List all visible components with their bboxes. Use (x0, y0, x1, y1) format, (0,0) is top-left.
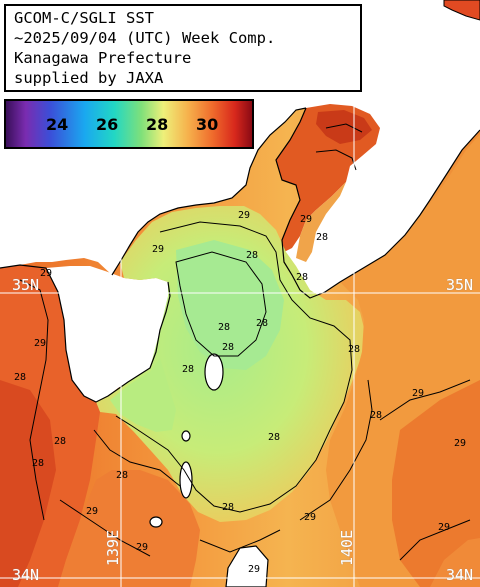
island-south-a (179, 461, 193, 499)
title-line-1: GCOM-C/SGLI SST (14, 9, 154, 27)
bay-warm-ne-core (316, 110, 372, 144)
island-ne-corner (443, 0, 480, 21)
island-se (430, 538, 480, 587)
contour-label: 28 (218, 322, 230, 333)
contour-label: 29 (454, 438, 466, 449)
contour-label: 28 (14, 372, 26, 383)
contour-label-group: 29 28 29 28 28 28 29 28 28 28 28 29 28 2… (14, 210, 466, 575)
title-line-3: Kanagawa Prefecture (14, 49, 192, 67)
title-box: GCOM-C/SGLI SST ~2025/09/04 (UTC) Week Co… (4, 4, 362, 92)
contour-label: 29 (412, 388, 424, 399)
contour-label: 29 (86, 506, 98, 517)
title-line-4: supplied by JAXA (14, 69, 164, 87)
land-west (46, 266, 170, 402)
island-south-b (181, 430, 191, 442)
contour-label: 29 (238, 210, 250, 221)
contour-label: 29 (136, 542, 148, 553)
island-bay (204, 353, 224, 391)
contour-label: 28 (182, 364, 194, 375)
contour-label: 28 (54, 436, 66, 447)
colorbar: 24 26 28 30 (4, 99, 254, 149)
contour-label: 29 (34, 338, 46, 349)
contour-label: 28 (32, 458, 44, 469)
contour-label: 29 (248, 564, 260, 575)
lat-label-35n-left: 35N (12, 276, 40, 294)
contour-label: 28 (348, 344, 360, 355)
coastlines (0, 107, 480, 403)
contour-label: 28 (222, 342, 234, 353)
lat-label-35n-right: 35N (446, 276, 474, 294)
contour-label: 29 (438, 522, 450, 533)
lon-label-140e: 140E (338, 529, 356, 566)
colorbar-tick: 26 (96, 115, 119, 134)
sea-east-deep (392, 380, 480, 587)
colorbar-tick: 28 (146, 115, 169, 134)
sea-west-hot (0, 380, 56, 587)
bay-cool-west (110, 358, 176, 432)
contour-label: 28 (116, 470, 128, 481)
contour-label: 29 (40, 268, 52, 279)
contour-label: 29 (152, 244, 164, 255)
bay-warm-strip (296, 182, 346, 262)
contour-label: 29 (300, 214, 312, 225)
contour-label: 28 (316, 232, 328, 243)
colorbar-tick: 30 (196, 115, 219, 134)
island-south-c (149, 516, 163, 528)
contour-label: 29 (304, 512, 316, 523)
sea-south-warm (58, 470, 200, 587)
contour-label: 28 (268, 432, 280, 443)
lat-label-34n-right: 34N (446, 566, 474, 584)
title-line-2: ~2025/09/04 (UTC) Week Comp. (14, 29, 276, 47)
contour-label: 28 (246, 250, 258, 261)
contour-label: 28 (296, 272, 308, 283)
lon-label-139e: 139E (104, 529, 122, 566)
contour-label: 28 (370, 410, 382, 421)
lat-label-34n-left: 34N (12, 566, 40, 584)
colorbar-tick: 24 (46, 115, 69, 134)
contour-label: 28 (256, 318, 268, 329)
contour-label: 28 (222, 502, 234, 513)
